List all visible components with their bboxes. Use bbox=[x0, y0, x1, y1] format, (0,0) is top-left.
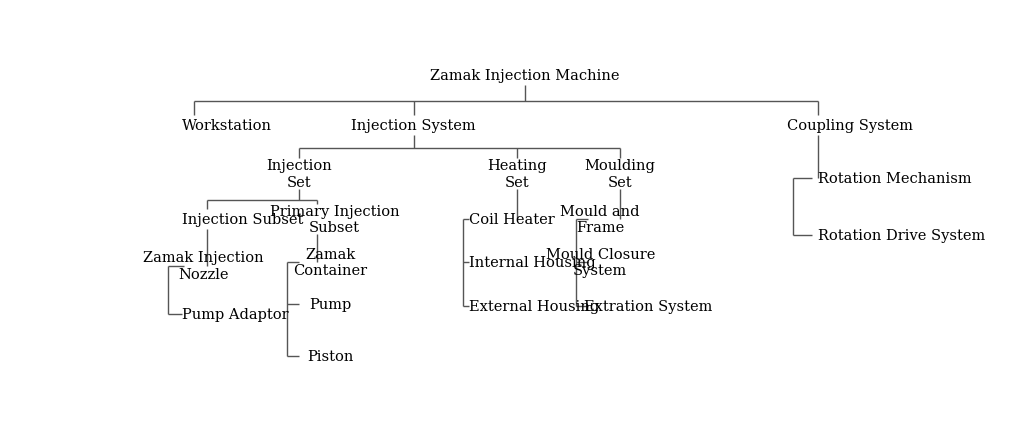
Text: Coupling System: Coupling System bbox=[787, 118, 913, 132]
Text: Pump Adaptor: Pump Adaptor bbox=[182, 307, 289, 322]
Text: Injection
Set: Injection Set bbox=[266, 159, 332, 189]
Text: Heating
Set: Heating Set bbox=[487, 159, 547, 189]
Text: Rotation Mechanism: Rotation Mechanism bbox=[818, 172, 972, 186]
Text: Pump: Pump bbox=[309, 297, 351, 311]
Text: Mould Closure
System: Mould Closure System bbox=[546, 247, 655, 278]
Text: Zamak Injection
Nozzle: Zamak Injection Nozzle bbox=[143, 251, 264, 281]
Text: Mould and
Frame: Mould and Frame bbox=[560, 204, 640, 234]
Text: Internal Housing: Internal Housing bbox=[469, 256, 596, 270]
Text: Zamak
Container: Zamak Container bbox=[293, 247, 368, 278]
Text: Piston: Piston bbox=[307, 349, 353, 363]
Text: Primary Injection
Subset: Primary Injection Subset bbox=[269, 204, 399, 234]
Text: Injection System: Injection System bbox=[351, 118, 476, 132]
Text: Workstation: Workstation bbox=[182, 118, 272, 132]
Text: Extration System: Extration System bbox=[585, 299, 713, 313]
Text: Moulding
Set: Moulding Set bbox=[585, 159, 655, 189]
Text: Zamak Injection Machine: Zamak Injection Machine bbox=[430, 69, 620, 82]
Text: Rotation Drive System: Rotation Drive System bbox=[818, 229, 986, 243]
Text: Injection Subset: Injection Subset bbox=[182, 212, 303, 226]
Text: Coil Heater: Coil Heater bbox=[469, 212, 555, 226]
Text: External Housing: External Housing bbox=[469, 299, 599, 313]
